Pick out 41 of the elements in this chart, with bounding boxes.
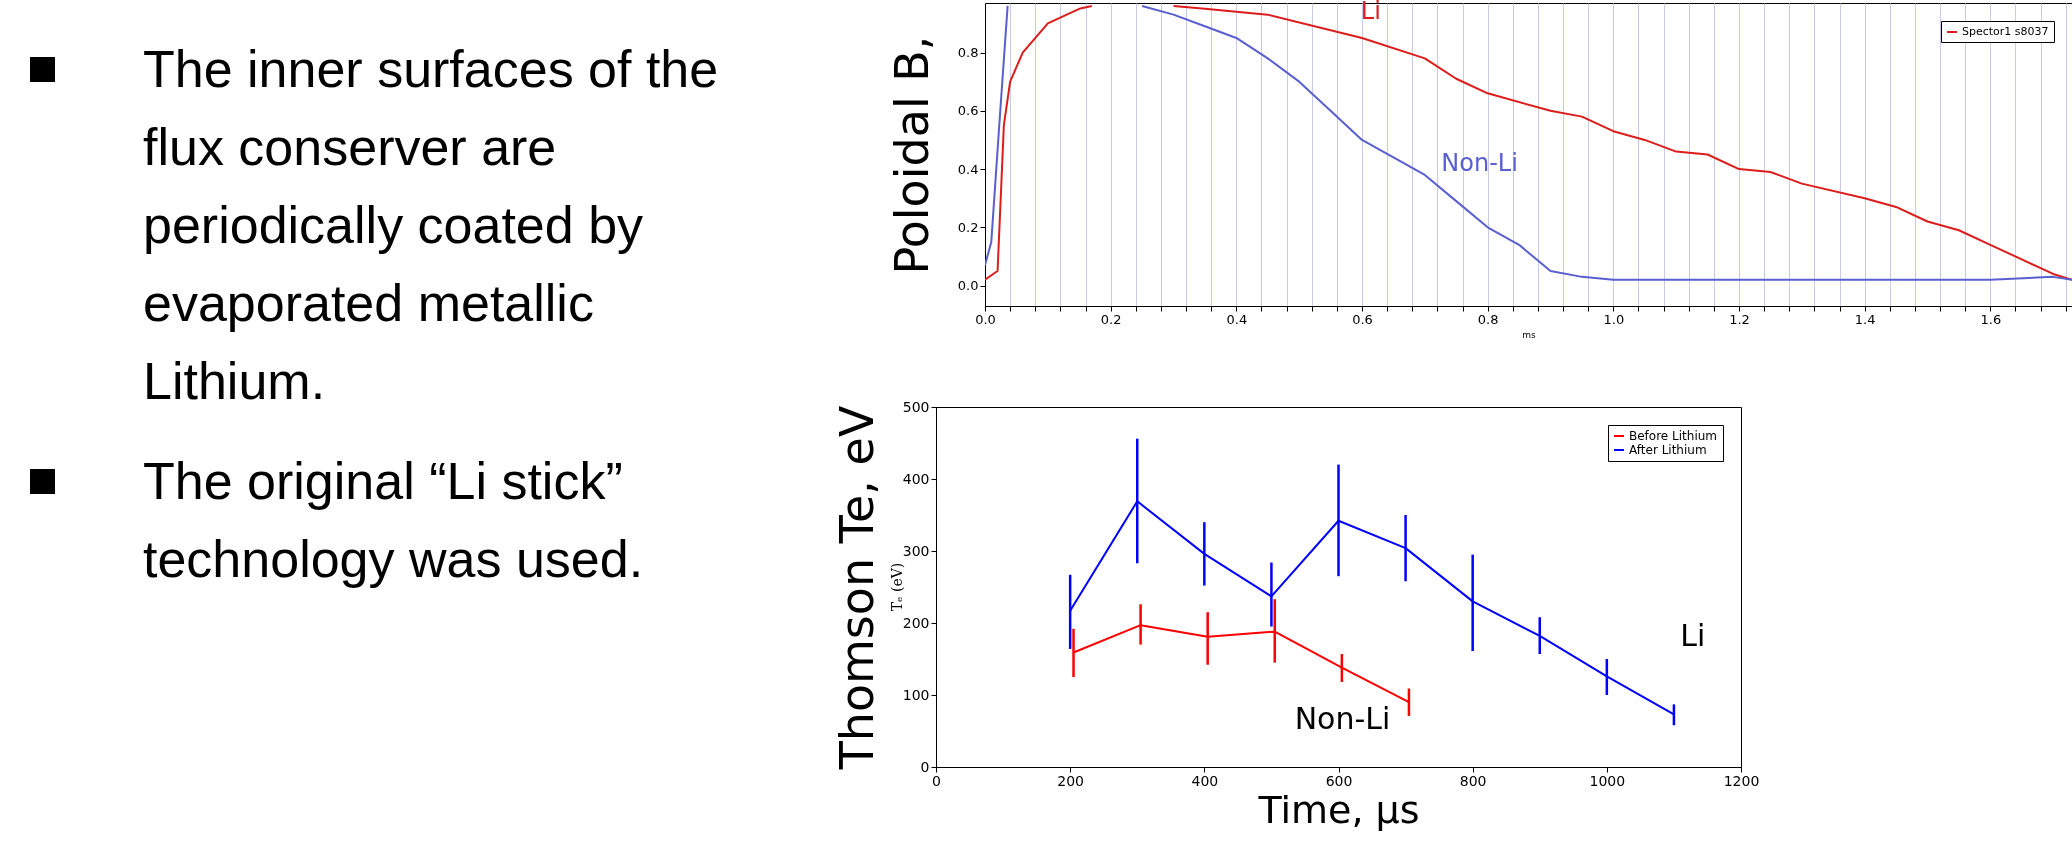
x-axis-title: Time, µs	[1257, 787, 1420, 832]
y-tick-label: 0.2	[957, 219, 979, 235]
text: Tₑ (eV)	[889, 562, 906, 612]
legend-label: After Lithium	[1629, 443, 1707, 457]
y-tick-label: 500	[902, 398, 930, 415]
y-tick-label: 100	[902, 686, 930, 703]
y-tick-label: 0.4	[957, 161, 979, 177]
x-tick-label: 0.8	[1477, 311, 1499, 327]
x-tick-label: 1.2	[1729, 311, 1750, 327]
y-axis-title: Poloidal B,	[884, 35, 939, 275]
x-tick-label: 200	[1057, 772, 1085, 789]
legend-label: Before Lithium	[1629, 429, 1718, 443]
y-tick-label: 0.6	[957, 103, 979, 119]
x-tick-label: 1.0	[1603, 311, 1625, 327]
y-tick-label: 0.8	[957, 45, 979, 61]
x-axis-title: ms	[1522, 329, 1537, 340]
y-tick-label: 0	[920, 758, 930, 775]
x-tick-label: 0.6	[1352, 311, 1373, 327]
x-tick-label: 400	[1191, 772, 1219, 789]
x-tick-label: 800	[1459, 772, 1487, 789]
y-axis-title: Thomson Te, eV	[829, 405, 884, 771]
x-tick-label: 0.4	[1226, 311, 1248, 327]
x-tick-label: 1000	[1589, 772, 1626, 789]
annotation: Non-Li	[1294, 701, 1391, 737]
y-tick-label: 0.0	[957, 278, 979, 294]
x-tick-label: 0	[932, 772, 941, 789]
y-tick-label: 200	[902, 614, 930, 631]
x-tick-label: 1.4	[1854, 311, 1876, 327]
y-tick-label: 400	[902, 470, 930, 487]
annotation: Li	[1680, 618, 1706, 654]
x-tick-label: 1200	[1723, 772, 1760, 789]
x-tick-label: 0.2	[1100, 311, 1122, 327]
legend-label: Spector1 s8037	[1962, 25, 2049, 38]
annotation: Li	[1360, 0, 1381, 26]
x-tick-label: 600	[1325, 772, 1353, 789]
x-tick-label: 0.0	[975, 311, 996, 327]
annotation: Non-Li	[1441, 148, 1518, 177]
y-tick-label: 300	[902, 542, 930, 559]
text: The original “Li stick” technology was used.	[143, 451, 645, 590]
text: The inner surfaces of the flux conserver are periodically coated by evaporated metallic Lithium.	[143, 39, 720, 412]
x-tick-label: 1.6	[1980, 311, 2002, 327]
